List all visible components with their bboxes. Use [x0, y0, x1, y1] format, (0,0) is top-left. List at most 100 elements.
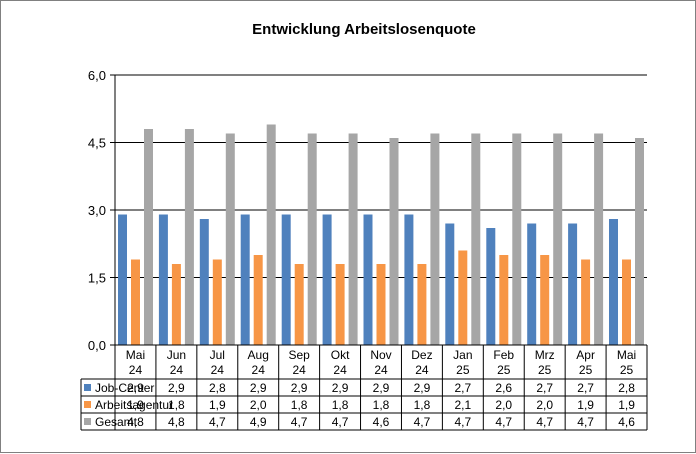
data-label: 4,7 [209, 415, 226, 429]
y-tick-label: 4,5 [88, 136, 106, 151]
category-label: 24 [374, 363, 388, 377]
bar [635, 138, 644, 345]
data-label: 4,8 [168, 415, 185, 429]
data-label: 4,8 [127, 415, 144, 429]
legend-key [84, 384, 91, 391]
y-tick-label: 1,5 [88, 271, 106, 286]
category-label: Aug [248, 348, 269, 362]
bar [376, 264, 386, 345]
bar [144, 129, 153, 345]
bar [335, 264, 345, 345]
bar [158, 214, 168, 345]
data-label: 4,9 [250, 415, 267, 429]
category-label: Jan [453, 348, 472, 362]
bar [622, 259, 631, 345]
bar [458, 250, 468, 345]
bar [212, 259, 222, 345]
data-label: 2,9 [250, 381, 267, 395]
data-label: 1,9 [209, 398, 226, 412]
legend-key [84, 401, 91, 408]
data-label: 1,8 [332, 398, 349, 412]
bar [581, 259, 591, 345]
data-label: 2,9 [373, 381, 390, 395]
category-label: Jul [210, 348, 225, 362]
bar [609, 219, 618, 345]
data-label: 4,6 [618, 415, 635, 429]
data-label: 4,7 [332, 415, 349, 429]
bar [266, 124, 276, 345]
category-label: 24 [415, 363, 429, 377]
data-label: 2,9 [414, 381, 431, 395]
data-label: 2,7 [536, 381, 553, 395]
data-label: 4,7 [291, 415, 308, 429]
category-label: Mai [126, 348, 145, 362]
category-label: 25 [620, 363, 634, 377]
data-label: 1,8 [373, 398, 390, 412]
bar [253, 255, 263, 345]
bar [199, 219, 209, 345]
bar [471, 133, 481, 345]
bar [363, 214, 373, 345]
chart-title: Entwicklung Arbeitslosenquote [252, 21, 476, 38]
bar [294, 264, 304, 345]
legend-key [84, 418, 91, 425]
data-label: 2,0 [495, 398, 512, 412]
y-tick-label: 6,0 [88, 68, 106, 83]
category-label: 24 [292, 363, 306, 377]
axes: 0,0 1,5 3,0 4,5 6,0 [88, 68, 116, 353]
bars [118, 124, 644, 345]
bar [184, 129, 194, 345]
bar [118, 214, 127, 345]
bar [527, 223, 537, 345]
data-label: 2,8 [618, 381, 635, 395]
category-label: 24 [252, 363, 266, 377]
category-label: Feb [493, 348, 514, 362]
category-label: Apr [576, 348, 595, 362]
data-label: 2,0 [536, 398, 553, 412]
data-table: Mai24Jun24Jul24Aug24Sep24Okt24Nov24Dez24… [80, 344, 648, 431]
bar [553, 133, 563, 345]
category-label: 25 [579, 363, 593, 377]
category-label: Mai [617, 348, 636, 362]
category-label: 24 [129, 363, 143, 377]
data-label: 2,9 [168, 381, 185, 395]
category-label: Dez [411, 348, 432, 362]
data-label: 4,7 [536, 415, 553, 429]
category-label: Jun [167, 348, 186, 362]
bar [568, 223, 578, 345]
data-label: 2,6 [495, 381, 512, 395]
bar [594, 133, 604, 345]
y-tick-label: 0,0 [88, 338, 106, 353]
data-label: 4,7 [495, 415, 512, 429]
data-label: 1,8 [291, 398, 308, 412]
data-label: 2,7 [577, 381, 594, 395]
bar [240, 214, 250, 345]
category-label: 24 [333, 363, 347, 377]
data-label: 1,9 [127, 398, 144, 412]
bar [322, 214, 332, 345]
bar [389, 138, 399, 345]
data-label: 4,7 [455, 415, 472, 429]
category-label: 24 [170, 363, 184, 377]
bar [499, 255, 509, 345]
legend-label: Arbeitsagentur [95, 398, 173, 412]
bar [445, 223, 455, 345]
bar [417, 264, 427, 345]
bar [486, 228, 496, 345]
data-label: 2,1 [455, 398, 472, 412]
category-label: 25 [497, 363, 511, 377]
bar [281, 214, 291, 345]
legend-label: Gesamt [95, 415, 138, 429]
bar [225, 133, 235, 345]
data-label: 1,8 [168, 398, 185, 412]
legend-label: Job-Center [95, 381, 154, 395]
data-label: 2,0 [250, 398, 267, 412]
bar [512, 133, 522, 345]
category-label: Sep [288, 348, 310, 362]
data-label: 1,9 [618, 398, 635, 412]
data-label: 2,8 [209, 381, 226, 395]
data-label: 1,9 [577, 398, 594, 412]
data-label: 4,7 [577, 415, 594, 429]
data-label: 4,7 [414, 415, 431, 429]
